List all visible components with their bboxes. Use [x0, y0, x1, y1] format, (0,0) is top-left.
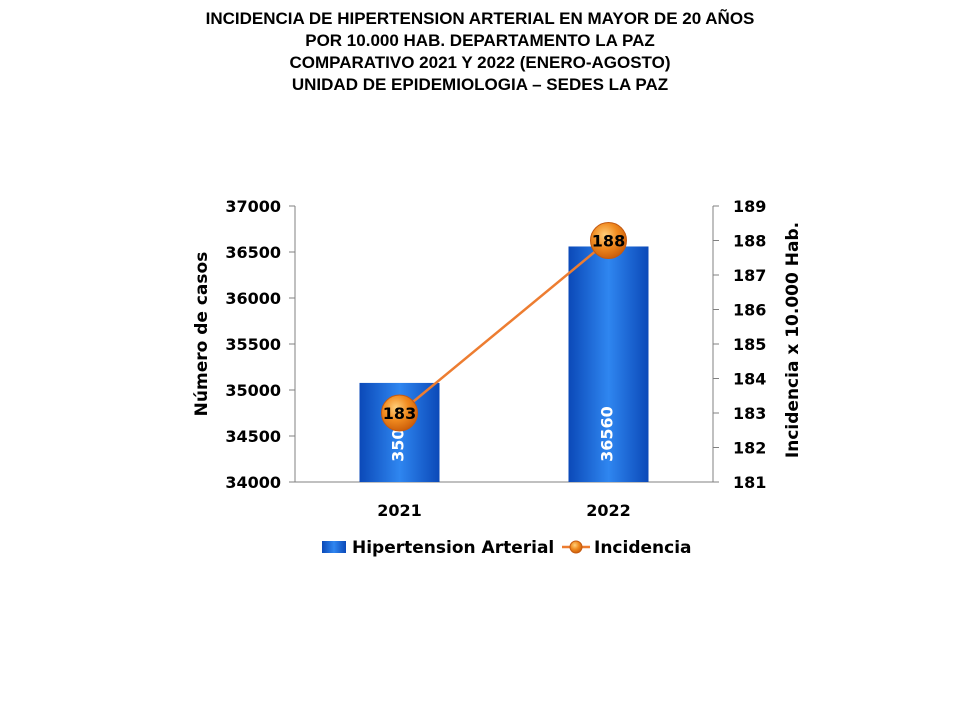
incidence-value-label: 183: [383, 404, 416, 423]
y-tick-label-left: 37000: [225, 197, 281, 216]
incidence-value-label: 188: [592, 232, 625, 251]
legend-label-line: Incidencia: [594, 538, 692, 558]
x-tick-label: 2022: [586, 501, 631, 520]
title-line-3: COMPARATIVO 2021 Y 2022 (ENERO-AGOSTO): [289, 53, 671, 72]
bar: [568, 246, 649, 482]
y-tick-label-right: 181: [733, 473, 766, 492]
y-tick-label-left: 34500: [225, 427, 281, 446]
y-tick-label-right: 187: [733, 266, 766, 285]
y-tick-label-left: 36000: [225, 289, 281, 308]
y-tick-label-right: 183: [733, 404, 766, 423]
title-line-4: UNIDAD DE EPIDEMIOLOGIA – SEDES LA PAZ: [291, 75, 669, 94]
incidence-marker: [590, 222, 627, 259]
incidence-line-path: [398, 239, 610, 414]
legend-label-bars: Hipertension Arterial: [352, 538, 554, 558]
y-tick-label-left: 35000: [225, 381, 281, 400]
y-tick-label-right: 184: [733, 370, 766, 389]
x-tick-label: 2021: [377, 501, 422, 520]
incidence-marker: [381, 394, 418, 432]
y-tick-label-left: 36500: [225, 243, 281, 262]
title-line-2: POR 10.000 HAB. DEPARTAMENTO LA PAZ: [305, 31, 655, 50]
bar-value-label: 36560: [598, 406, 617, 462]
axis-labels: Número de casos Incidencia x 10.000 Hab.: [192, 222, 803, 458]
y-tick-label-right: 185: [733, 335, 766, 354]
y-axis-title-left: Número de casos: [192, 252, 212, 417]
y-tick-label-right: 189: [733, 197, 766, 216]
axes: 34000 34500 35000 35500 36000 36500 37000 181 18…: [225, 197, 766, 520]
y-tick-label-right: 186: [733, 301, 766, 320]
y-tick-label-right: 182: [733, 439, 766, 458]
y-tick-label-right: 188: [733, 232, 766, 251]
y-tick-label-left: 34000: [225, 473, 281, 492]
chart-title: INCIDENCIA DE HIPERTENSION ARTERIAL EN M…: [0, 8, 960, 96]
y-tick-label-left: 35500: [225, 335, 281, 354]
y-axis-title-right: Incidencia x 10.000 Hab.: [783, 222, 803, 458]
legend: Hipertension Arterial Incidencia: [322, 538, 692, 558]
incidence-line: 183 188: [381, 222, 627, 432]
bars: 35077 36560: [359, 246, 649, 482]
legend-swatch-marker: [569, 540, 583, 554]
title-line-1: INCIDENCIA DE HIPERTENSION ARTERIAL EN M…: [205, 9, 755, 28]
legend-swatch-bars: [322, 541, 346, 553]
